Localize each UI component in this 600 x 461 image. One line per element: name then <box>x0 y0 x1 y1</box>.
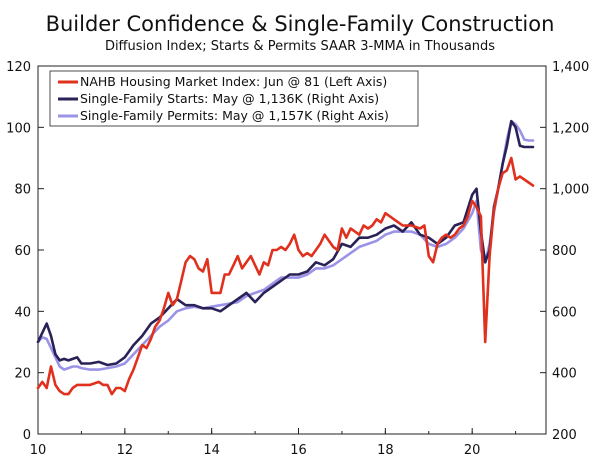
right-axis: 200 400 600 800 1,000 1,200 1,400 <box>540 60 589 443</box>
series-line-permits <box>36 119 535 371</box>
left-tick-label: 120 <box>6 60 31 75</box>
x-tick-label: 16 <box>290 443 307 458</box>
series-line-hmi <box>36 156 535 396</box>
x-axis: 10 12 14 16 18 20 <box>30 428 517 458</box>
series-layer <box>36 119 535 396</box>
chart-subtitle: Diffusion Index; Starts & Permits SAAR 3… <box>105 39 495 54</box>
left-tick-label: 100 <box>6 121 31 136</box>
left-tick-label: 20 <box>14 367 31 382</box>
legend: NAHB Housing Market Index: Jun @ 81 (Lef… <box>49 70 419 127</box>
x-tick-label: 20 <box>464 443 481 458</box>
legend-label-permits: Single-Family Permits: May @ 1,157K (Rig… <box>80 108 389 123</box>
chart-title: Builder Confidence & Single-Family Const… <box>46 12 555 36</box>
left-tick-label: 80 <box>14 183 31 198</box>
right-tick-label: 800 <box>552 244 577 259</box>
left-axis: 0 20 40 60 80 100 120 <box>6 60 44 443</box>
legend-box <box>49 70 419 127</box>
right-tick-label: 200 <box>552 428 577 443</box>
left-tick-label: 0 <box>23 428 31 443</box>
right-tick-label: 400 <box>552 367 577 382</box>
series-line-starts <box>36 119 535 367</box>
x-tick-label: 12 <box>117 443 134 458</box>
right-tick-label: 1,000 <box>552 183 589 198</box>
x-tick-label: 18 <box>377 443 394 458</box>
x-tick-label: 10 <box>30 443 47 458</box>
left-tick-label: 60 <box>14 244 31 259</box>
right-tick-label: 600 <box>552 305 577 320</box>
x-tick-label: 14 <box>203 443 220 458</box>
legend-label-starts: Single-Family Starts: May @ 1,136K (Righ… <box>80 91 379 106</box>
legend-label-hmi: NAHB Housing Market Index: Jun @ 81 (Lef… <box>80 74 387 89</box>
right-tick-label: 1,200 <box>552 121 589 136</box>
left-tick-label: 40 <box>14 305 31 320</box>
right-tick-label: 1,400 <box>552 60 589 75</box>
